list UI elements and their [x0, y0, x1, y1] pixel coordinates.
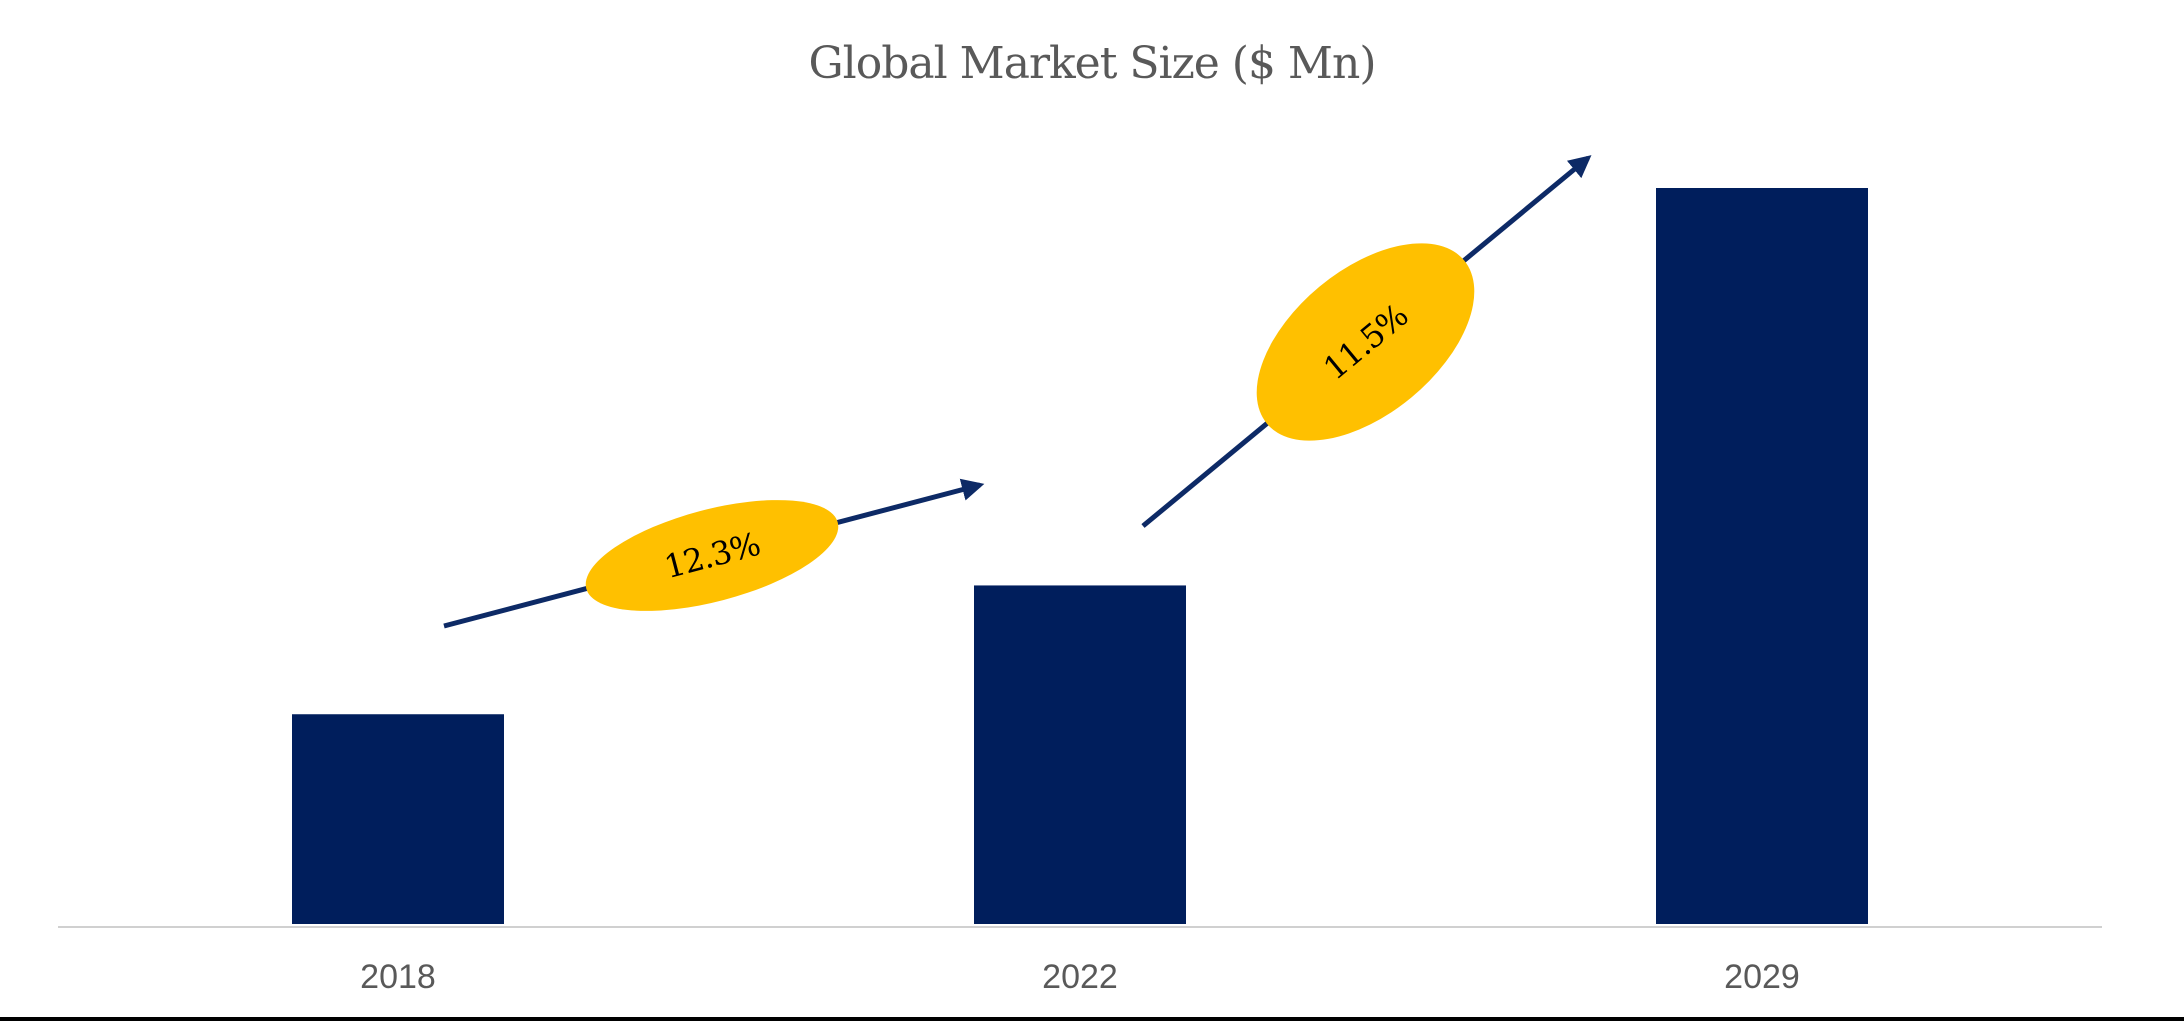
chart-title: Global Market Size ($ Mn) [809, 38, 1376, 89]
cagr-annotation-2022-2029: 11.5% [1141, 155, 1592, 528]
cagr-badge: 11.5% [1256, 243, 1475, 441]
cagr-badge: 12.3% [585, 500, 839, 611]
bar-2018 [292, 714, 504, 924]
bar-2022 [974, 585, 1186, 924]
bars-layer [292, 188, 1868, 924]
bar-2029 [1656, 188, 1868, 924]
cagr-badge-shape [1256, 243, 1475, 441]
x-tick-label-2022: 2022 [1042, 958, 1118, 996]
bottom-border [0, 1017, 2184, 1021]
cagr-annotations: 12.3% 11.5% [443, 155, 1592, 629]
x-tick-label-2029: 2029 [1724, 958, 1800, 996]
cagr-annotation-2018-2022: 12.3% [443, 478, 985, 629]
cagr-badge-shape [585, 500, 839, 611]
x-tick-label-2018: 2018 [360, 958, 436, 996]
x-tick-labels: 2018 2022 2029 [360, 958, 1800, 996]
